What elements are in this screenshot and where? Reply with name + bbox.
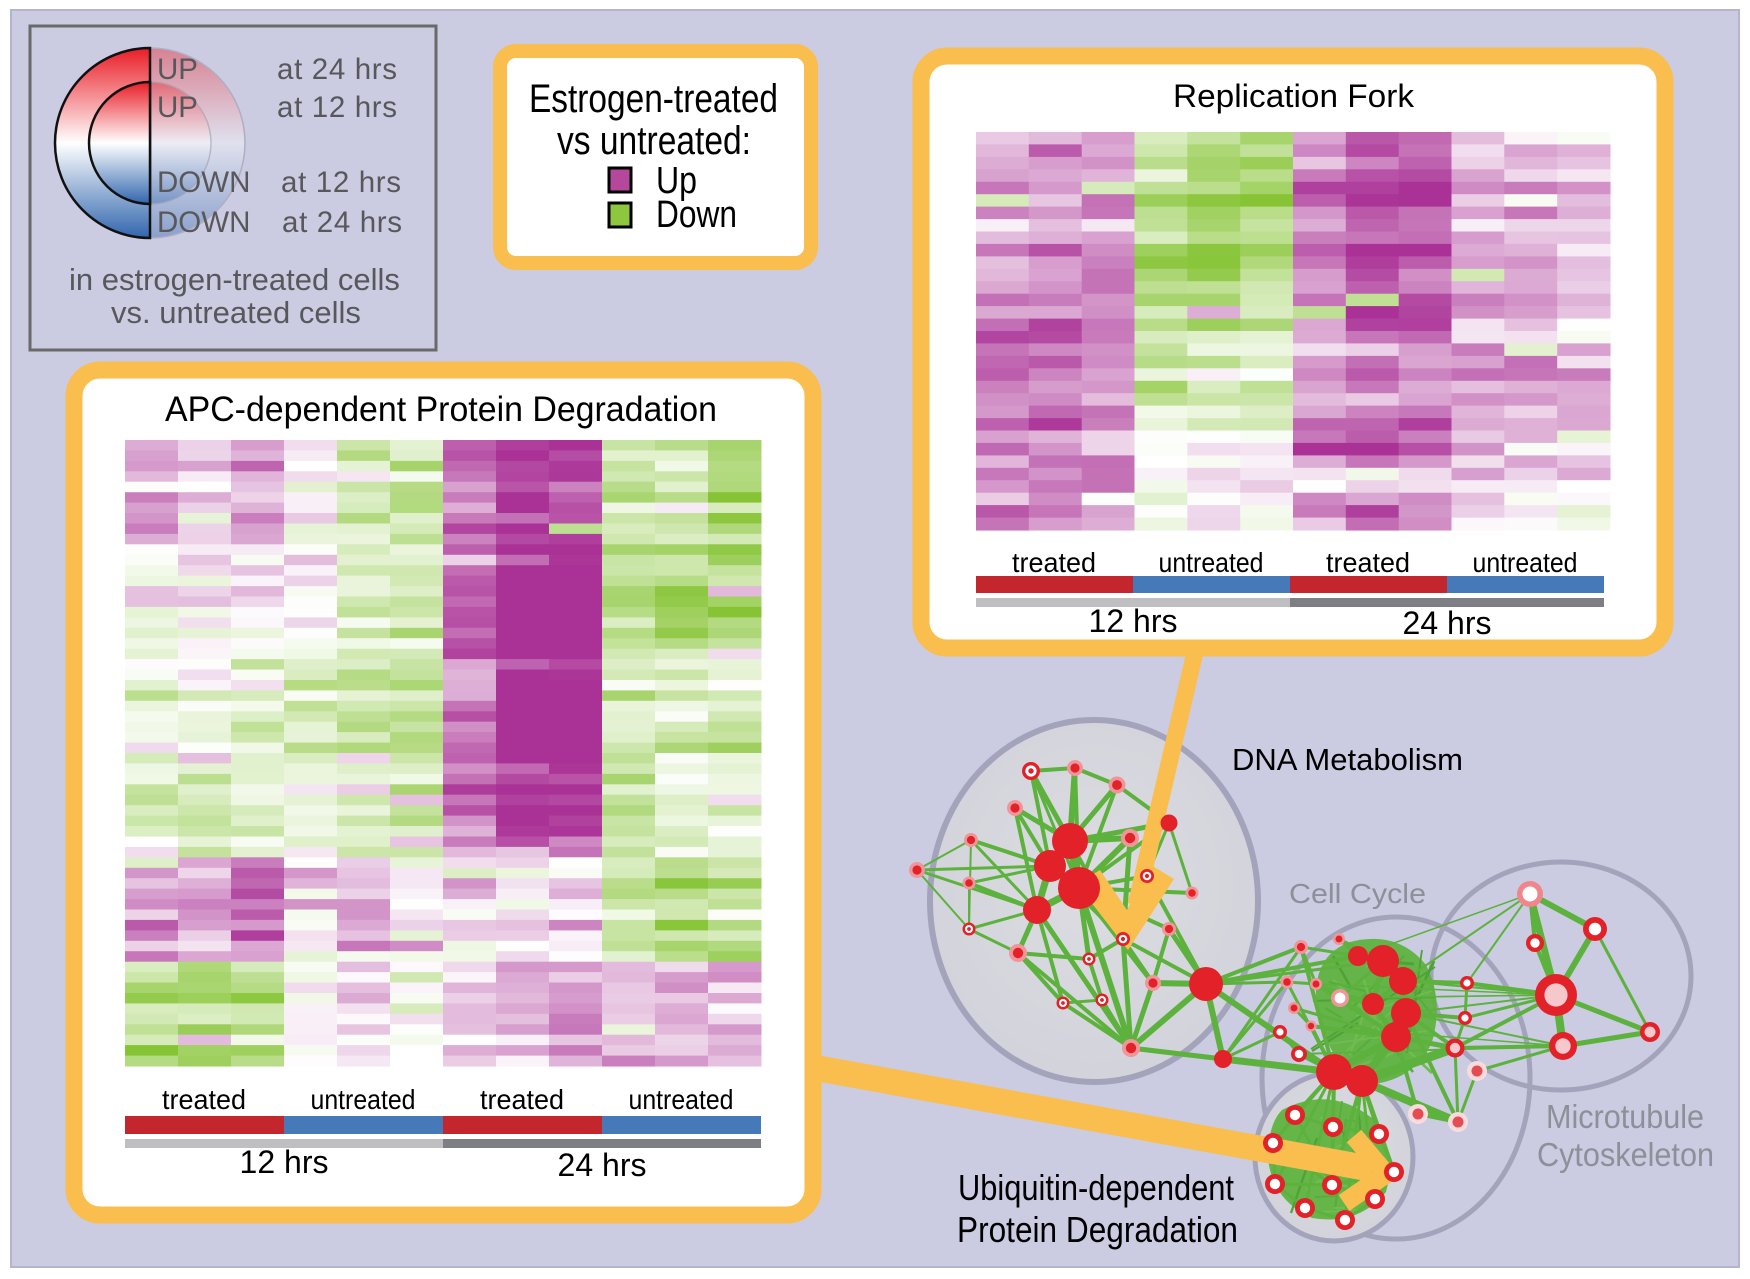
svg-text:Estrogen-treated: Estrogen-treated	[529, 77, 778, 121]
svg-text:vs. untreated cells: vs. untreated cells	[111, 295, 361, 330]
svg-text:Protein Degradation: Protein Degradation	[957, 1209, 1238, 1250]
svg-text:Down: Down	[656, 194, 737, 236]
svg-text:DNA Metabolism: DNA Metabolism	[1232, 743, 1463, 777]
svg-text:treated: treated	[480, 1084, 564, 1115]
svg-text:at 24 hrs: at 24 hrs	[277, 53, 397, 86]
svg-text:Microtubule: Microtubule	[1546, 1098, 1704, 1135]
svg-text:at 12 hrs: at 12 hrs	[281, 166, 401, 199]
svg-text:treated: treated	[1012, 547, 1096, 578]
svg-text:Replication Fork: Replication Fork	[1173, 78, 1415, 114]
svg-text:untreated: untreated	[311, 1084, 416, 1115]
svg-text:24 hrs: 24 hrs	[558, 1147, 647, 1183]
svg-text:in estrogen-treated cells: in estrogen-treated cells	[69, 262, 400, 297]
svg-text:24 hrs: 24 hrs	[1403, 605, 1492, 641]
svg-text:DOWN: DOWN	[157, 166, 250, 199]
svg-text:at 24 hrs: at 24 hrs	[282, 206, 402, 239]
svg-text:vs untreated:: vs untreated:	[557, 119, 751, 163]
svg-text:UP: UP	[157, 91, 198, 124]
svg-text:Up: Up	[656, 160, 697, 202]
svg-text:Ubiquitin-dependent: Ubiquitin-dependent	[958, 1167, 1234, 1208]
svg-text:treated: treated	[1326, 547, 1410, 578]
svg-text:Cytoskeleton: Cytoskeleton	[1537, 1136, 1714, 1173]
svg-text:untreated: untreated	[1159, 547, 1264, 578]
svg-text:Cell Cycle: Cell Cycle	[1289, 878, 1426, 909]
svg-text:APC-dependent Protein Degradat: APC-dependent Protein Degradation	[165, 390, 717, 429]
svg-text:12 hrs: 12 hrs	[1089, 603, 1178, 639]
svg-text:12 hrs: 12 hrs	[240, 1144, 329, 1180]
svg-text:DOWN: DOWN	[157, 206, 250, 239]
svg-text:treated: treated	[162, 1084, 246, 1115]
svg-text:at 12 hrs: at 12 hrs	[277, 91, 397, 124]
svg-text:untreated: untreated	[1473, 547, 1578, 578]
svg-text:untreated: untreated	[629, 1084, 734, 1115]
svg-text:UP: UP	[157, 53, 198, 86]
